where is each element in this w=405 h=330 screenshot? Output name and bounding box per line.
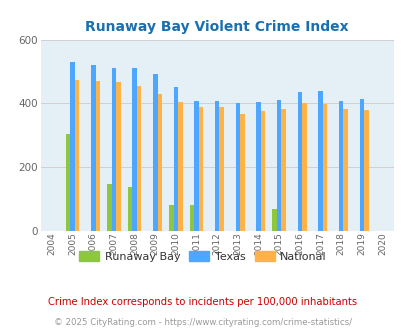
Bar	[132, 68, 136, 231]
Bar	[297, 92, 301, 231]
Bar	[235, 103, 239, 231]
Bar	[322, 104, 326, 231]
Title: Runaway Bay Violent Crime Index: Runaway Bay Violent Crime Index	[85, 20, 348, 34]
Bar	[272, 209, 276, 231]
Bar	[95, 81, 100, 231]
Bar	[239, 114, 244, 231]
Bar	[318, 91, 322, 231]
Bar	[178, 102, 182, 231]
Bar	[281, 109, 285, 231]
Bar	[70, 62, 75, 231]
Bar	[363, 110, 368, 231]
Bar	[91, 65, 95, 231]
Bar	[214, 101, 219, 231]
Text: © 2025 CityRating.com - https://www.cityrating.com/crime-statistics/: © 2025 CityRating.com - https://www.city…	[54, 318, 351, 327]
Bar	[107, 184, 111, 231]
Bar	[116, 82, 120, 231]
Bar	[157, 94, 162, 231]
Legend: Runaway Bay, Texas, National: Runaway Bay, Texas, National	[75, 247, 330, 267]
Bar	[173, 87, 178, 231]
Bar	[168, 206, 173, 231]
Text: Crime Index corresponds to incidents per 100,000 inhabitants: Crime Index corresponds to incidents per…	[48, 297, 357, 307]
Bar	[338, 101, 343, 231]
Bar	[343, 110, 347, 231]
Bar	[128, 187, 132, 231]
Bar	[153, 74, 157, 231]
Bar	[189, 206, 194, 231]
Bar	[198, 107, 203, 231]
Bar	[219, 107, 224, 231]
Bar	[301, 103, 306, 231]
Bar	[136, 85, 141, 231]
Bar	[75, 81, 79, 231]
Bar	[359, 99, 363, 231]
Bar	[66, 134, 70, 231]
Bar	[194, 101, 198, 231]
Bar	[256, 102, 260, 231]
Bar	[276, 100, 281, 231]
Bar	[260, 111, 265, 231]
Bar	[111, 68, 116, 231]
